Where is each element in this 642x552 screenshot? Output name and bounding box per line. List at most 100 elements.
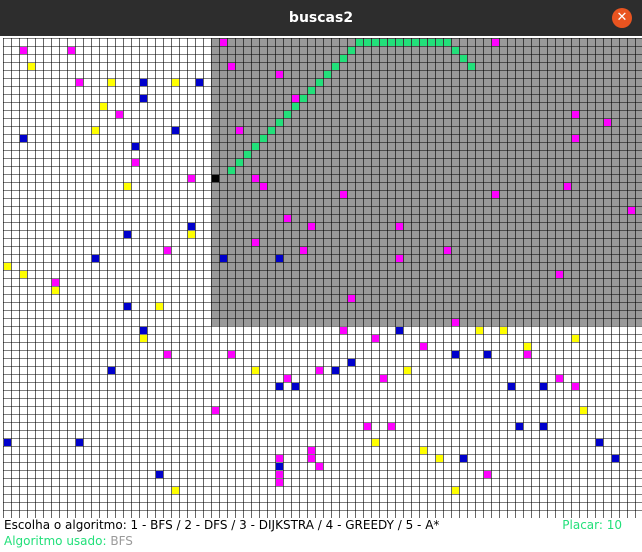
magenta-cell [252, 175, 259, 182]
path-cell [324, 71, 331, 78]
blue-cell [460, 455, 467, 462]
blue-cell [76, 439, 83, 446]
path-cell [348, 47, 355, 54]
path-cell [340, 55, 347, 62]
path-cell [364, 39, 371, 46]
path-cell [276, 119, 283, 126]
magenta-cell [572, 111, 579, 118]
path-cell [420, 39, 427, 46]
path-cell [300, 95, 307, 102]
magenta-cell [628, 207, 635, 214]
blue-cell [140, 95, 147, 102]
blue-cell [452, 351, 459, 358]
blue-cell [124, 231, 131, 238]
grid-lines [3, 38, 642, 518]
yellow-cell [108, 79, 115, 86]
blue-cell [156, 471, 163, 478]
path-cell [404, 39, 411, 46]
magenta-cell [380, 375, 387, 382]
magenta-cell [132, 159, 139, 166]
magenta-cell [308, 223, 315, 230]
yellow-cell [52, 287, 59, 294]
agent-cell [212, 175, 219, 182]
blue-cell [540, 383, 547, 390]
magenta-cell [228, 351, 235, 358]
path-cell [316, 79, 323, 86]
path-cell [332, 63, 339, 70]
yellow-cell [572, 335, 579, 342]
magenta-cell [396, 255, 403, 262]
magenta-cell [388, 423, 395, 430]
blue-cell [220, 255, 227, 262]
path-cell [228, 167, 235, 174]
magenta-cell [276, 455, 283, 462]
path-cell [244, 151, 251, 158]
path-cell [412, 39, 419, 46]
yellow-cell [372, 439, 379, 446]
algorithm-used-label: Algoritmo usado: [4, 534, 107, 548]
title-bar: buscas2 ✕ [0, 0, 642, 36]
yellow-cell [420, 447, 427, 454]
yellow-cell [524, 343, 531, 350]
yellow-cell [172, 79, 179, 86]
magenta-cell [340, 327, 347, 334]
blue-cell [332, 367, 339, 374]
magenta-cell [444, 247, 451, 254]
magenta-cell [276, 71, 283, 78]
blue-cell [188, 223, 195, 230]
path-cell [372, 39, 379, 46]
blue-cell [20, 135, 27, 142]
path-cell [308, 87, 315, 94]
magenta-cell [492, 39, 499, 46]
magenta-cell [236, 127, 243, 134]
magenta-cell [20, 47, 27, 54]
magenta-cell [484, 471, 491, 478]
magenta-cell [524, 351, 531, 358]
yellow-cell [100, 103, 107, 110]
magenta-cell [76, 79, 83, 86]
yellow-cell [188, 231, 195, 238]
path-cell [292, 103, 299, 110]
magenta-cell [188, 175, 195, 182]
blue-cell [292, 383, 299, 390]
blue-cell [276, 255, 283, 262]
yellow-cell [404, 367, 411, 374]
blue-cell [132, 143, 139, 150]
blue-cell [516, 423, 523, 430]
yellow-cell [452, 487, 459, 494]
yellow-cell [580, 407, 587, 414]
blue-cell [348, 359, 355, 366]
yellow-cell [92, 127, 99, 134]
magenta-cell [564, 183, 571, 190]
blue-cell [92, 255, 99, 262]
magenta-cell [220, 39, 227, 46]
magenta-cell [164, 247, 171, 254]
magenta-cell [252, 239, 259, 246]
magenta-cell [228, 63, 235, 70]
game-board[interactable] [0, 36, 642, 518]
blue-cell [124, 303, 131, 310]
score-label: Placar: 10 [562, 518, 622, 532]
magenta-cell [420, 343, 427, 350]
magenta-cell [556, 375, 563, 382]
magenta-cell [284, 375, 291, 382]
magenta-cell [68, 47, 75, 54]
blue-cell [484, 351, 491, 358]
algorithm-prompt: Escolha o algoritmo: 1 - BFS / 2 - DFS /… [4, 518, 440, 532]
window-title: buscas2 [288, 10, 354, 26]
magenta-cell [364, 423, 371, 430]
magenta-cell [308, 455, 315, 462]
path-cell [460, 55, 467, 62]
magenta-cell [116, 111, 123, 118]
blue-cell [540, 423, 547, 430]
yellow-cell [252, 367, 259, 374]
blue-cell [196, 79, 203, 86]
close-icon[interactable]: ✕ [612, 8, 632, 28]
algorithm-status: Algoritmo usado: BFS [4, 534, 133, 548]
magenta-cell [212, 407, 219, 414]
path-cell [252, 143, 259, 150]
magenta-cell [556, 271, 563, 278]
explored-region [211, 38, 642, 326]
magenta-cell [396, 223, 403, 230]
path-cell [268, 127, 275, 134]
